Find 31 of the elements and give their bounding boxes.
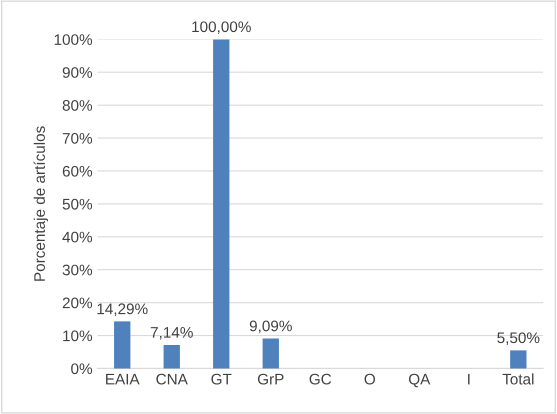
y-tick-label: 10% [63,330,92,342]
x-tick-label: Total [502,373,534,385]
y-tick-label: 60% [62,166,92,177]
x-tick-label: CNA [156,374,188,385]
bar [164,344,180,368]
x-tick-label: GT [211,374,232,385]
data-label: 5,50% [497,332,540,345]
bar [262,338,279,368]
y-tick-label: 100% [54,34,92,46]
y-tick-label: 30% [62,264,92,276]
bar [510,350,526,368]
x-tick-label: I [468,374,470,384]
y-tick-label: 90% [62,67,92,78]
y-tick-label: 50% [62,198,92,210]
x-tick-label: QA [408,374,430,388]
data-label: 9,09% [250,320,292,334]
bar [114,321,130,368]
y-tick-label: 70% [62,132,92,144]
y-tick-label: 80% [62,100,92,111]
data-label: 7,14% [150,327,193,340]
y-tick-label: 20% [62,298,92,308]
bar [213,39,230,368]
data-label: 14,29% [97,303,148,316]
x-tick-label: EAIA [106,374,140,384]
data-label: 100,00% [192,21,251,34]
y-axis-title: Porcentaje de artículos [34,126,48,281]
x-tick-label: GC [310,374,332,385]
x-tick-label: GrP [258,374,284,385]
y-tick-label: 0% [71,363,92,374]
y-tick-label: 40% [62,232,92,242]
x-tick-label: O [364,374,375,385]
